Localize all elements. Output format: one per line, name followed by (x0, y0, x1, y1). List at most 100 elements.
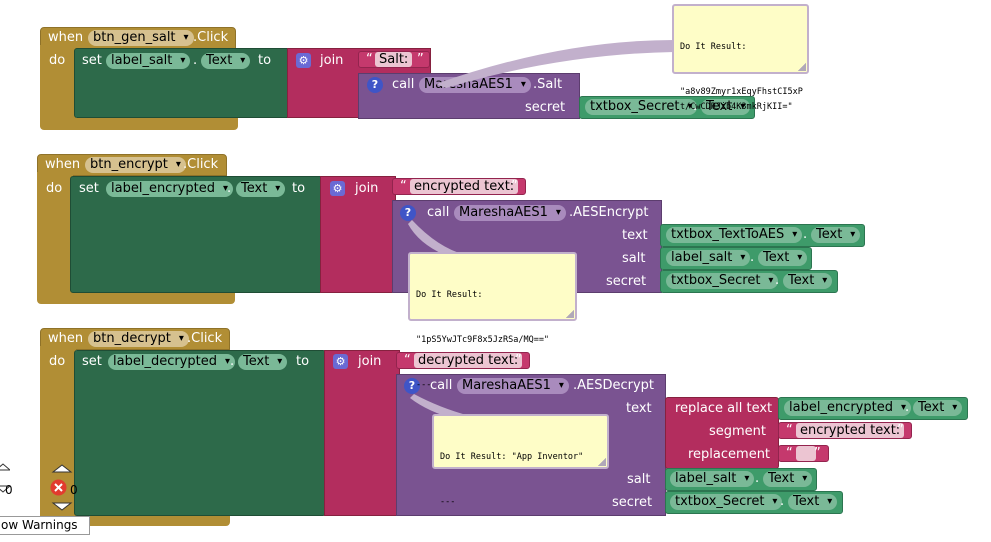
warning-arrows-left[interactable] (0, 460, 10, 500)
resize-grip-icon[interactable] (566, 310, 574, 318)
quote-close: ” (897, 423, 904, 438)
target-dropdown[interactable]: label_encrypted (106, 181, 233, 197)
arg-label-secret: secret (612, 495, 653, 510)
join-label: join (355, 181, 379, 196)
prop-dropdown[interactable]: Text (238, 354, 288, 370)
object-dropdown[interactable]: MareshaAES1 (457, 378, 569, 394)
arg-label-text: text (622, 228, 648, 243)
quote-close: ” (511, 179, 518, 194)
resize-grip-icon[interactable] (598, 458, 606, 466)
string-value[interactable]: encrypted text: (410, 179, 519, 194)
arg-label-salt: salt (622, 251, 646, 266)
join-label: join (320, 53, 344, 68)
help-icon[interactable]: ? (400, 205, 416, 221)
error-arrows[interactable] (50, 463, 74, 513)
to-label: to (258, 53, 272, 68)
call-label: call (430, 378, 453, 393)
set-label: set (82, 53, 102, 68)
replace-block[interactable] (665, 397, 779, 469)
method-label: .AESEncrypt (569, 205, 649, 220)
to-label: to (296, 354, 310, 369)
event-footer (40, 118, 238, 130)
dot: . (230, 354, 235, 369)
set-label: set (82, 354, 102, 369)
event-label: .Click (183, 157, 219, 172)
prop-dropdown[interactable]: Text (201, 53, 251, 69)
arg-label-secret: secret (606, 274, 647, 289)
getter-prop-dropdown[interactable]: Text (913, 400, 963, 416)
replacement-value[interactable] (796, 446, 816, 461)
quote-open: “ (404, 353, 411, 368)
getter-prop-dropdown[interactable]: Text (788, 494, 838, 510)
target-dropdown[interactable]: label_decrypted (108, 354, 235, 370)
getter-prop-dropdown[interactable]: Text (758, 250, 808, 266)
set-block[interactable] (74, 350, 326, 516)
object-dropdown[interactable]: MareshaAES1 (454, 205, 566, 221)
error-icon[interactable] (50, 479, 67, 496)
arrow-down-icon (0, 485, 10, 493)
getter-component-dropdown[interactable]: txtbox_Secret (585, 99, 698, 115)
gear-icon[interactable]: ⚙ (333, 354, 348, 369)
quote-open: “ (786, 423, 793, 438)
bubble-tail-salt (436, 40, 674, 88)
string-value[interactable]: decrypted text: (414, 353, 523, 368)
getter-component-dropdown[interactable]: txtbox_Secret (666, 273, 779, 289)
help-icon[interactable]: ? (367, 77, 383, 93)
dot: . (775, 273, 780, 288)
replacement-label: replacement (688, 447, 771, 462)
bubble-tail-decrypt (410, 394, 470, 420)
gear-icon[interactable]: ⚙ (330, 181, 345, 196)
getter-prop-dropdown[interactable]: Text (763, 471, 813, 487)
target-dropdown[interactable]: label_salt (106, 53, 191, 69)
getter-component-dropdown[interactable]: label_salt (666, 250, 751, 266)
bubble-body: "a8v89Zmyr1xEqyFhstCI5xP t/CwCDRJib4K3mk… (680, 87, 803, 112)
dot: . (193, 53, 198, 68)
component-dropdown[interactable]: btn_decrypt (88, 331, 189, 347)
error-count: 0 (70, 483, 78, 497)
arrow-up-icon (0, 463, 10, 471)
do-label: do (49, 53, 66, 68)
string-value[interactable]: Salt: (375, 52, 413, 67)
getter-component-dropdown[interactable]: txtbox_Secret (670, 494, 783, 510)
quote-close: ” (417, 52, 424, 67)
segment-value[interactable]: encrypted text: (796, 423, 905, 438)
replace-label: replace all text (675, 401, 773, 416)
quote-open: “ (366, 52, 373, 67)
getter-component-dropdown[interactable]: txtbox_TextToAES (666, 227, 803, 243)
call-label: call (427, 205, 450, 220)
getter-prop-dropdown[interactable]: Text (811, 227, 861, 243)
help-icon[interactable]: ? (404, 378, 420, 394)
bubble-title: Do It Result: (680, 42, 747, 52)
arg-label-salt: salt (627, 472, 651, 487)
getter-prop-dropdown[interactable]: Text (701, 99, 751, 115)
event-label: .Click (187, 331, 223, 346)
dot: . (755, 471, 760, 486)
getter-prop-dropdown[interactable]: Text (783, 273, 833, 289)
do-it-result-bubble-decrypt[interactable]: Do It Result: "App Inventor" --- (432, 414, 609, 507)
set-label: set (79, 181, 99, 196)
bubble-footer: --- (416, 380, 432, 390)
component-dropdown[interactable]: btn_gen_salt (88, 30, 194, 46)
dot: . (780, 494, 785, 509)
getter-component-dropdown[interactable]: label_salt (670, 471, 755, 487)
bubble-title: Do It Result: "App Inventor" (440, 452, 584, 462)
quote-close: ” (814, 446, 821, 461)
gear-icon[interactable]: ⚙ (296, 53, 311, 68)
arg-label-secret: secret (525, 100, 566, 115)
arrow-down-icon (51, 502, 73, 511)
quote-open: “ (786, 446, 793, 461)
show-warnings-button[interactable]: ow Warnings (0, 516, 90, 535)
getter-component-dropdown[interactable]: label_encrypted (784, 400, 911, 416)
to-label: to (292, 181, 306, 196)
event-side (40, 45, 76, 127)
do-it-result-bubble-salt[interactable]: Do It Result: "a8v89Zmyr1xEqyFhstCI5xP t… (672, 4, 809, 112)
do-it-result-bubble-encrypt[interactable]: Do It Result: "1pS5YwJTc9F8x5JzRSa/MQ=="… (408, 252, 577, 390)
dot: . (803, 227, 808, 242)
prop-dropdown[interactable]: Text (236, 181, 286, 197)
bubble-body: "1pS5YwJTc9F8x5JzRSa/MQ==" (416, 335, 550, 345)
dot: . (750, 250, 755, 265)
method-label: .AESDecrypt (573, 378, 655, 393)
resize-grip-icon[interactable] (798, 63, 806, 71)
component-dropdown[interactable]: btn_encrypt (85, 157, 186, 173)
warning-count: 0 (5, 483, 13, 497)
